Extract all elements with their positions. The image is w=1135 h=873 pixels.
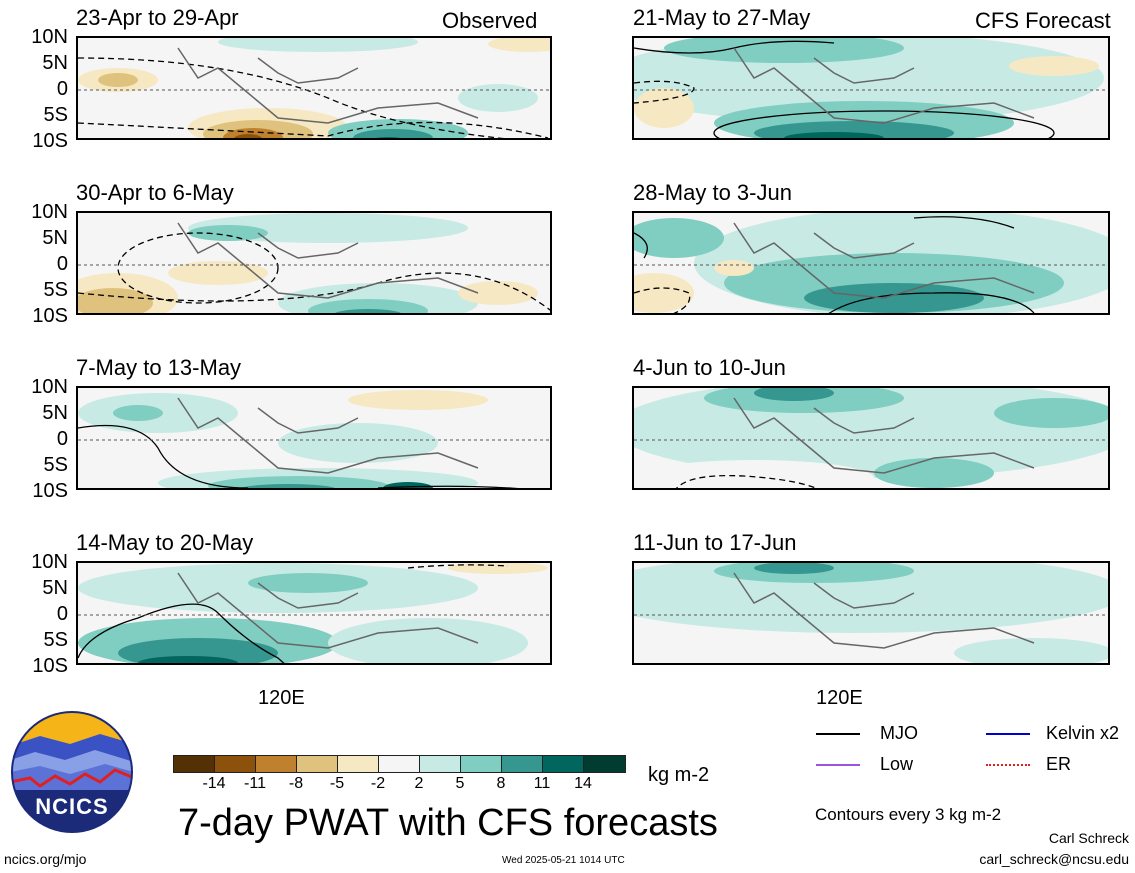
lat-label: 5S	[43, 279, 68, 301]
legend-line-er	[986, 764, 1030, 766]
map-canvas	[78, 388, 550, 488]
lon-label-left: 120E	[258, 687, 305, 709]
panel-title-left-4: 14-May to 20-May	[76, 530, 254, 555]
figure-title: 7-day PWAT with CFS forecasts	[178, 802, 718, 844]
legend-line-kelvin	[986, 733, 1030, 735]
lat-label: 10N	[31, 26, 68, 48]
map-panel-right-2	[632, 211, 1110, 315]
colorbar-swatch	[542, 755, 584, 773]
colorbar-label: -11	[244, 775, 266, 792]
panel-tag-cfs-forecast: CFS Forecast	[975, 8, 1111, 33]
colorbar-label: 8	[496, 775, 506, 792]
lat-label: 5S	[43, 629, 68, 651]
panel-title-left-1: 23-Apr to 29-Apr	[76, 5, 239, 30]
panel-title-right-4: 11-Jun to 17-Jun	[633, 530, 797, 555]
site-link[interactable]: ncics.org/mjo	[4, 851, 87, 867]
panel-tag-observed: Observed	[442, 8, 538, 33]
lat-label: 10N	[31, 376, 68, 398]
colorbar-label: 5	[455, 775, 465, 792]
colorbar-label: 11	[533, 775, 551, 792]
timestamp: Wed 2025-05-21 1014 UTC	[502, 855, 625, 866]
map-panel-right-3	[632, 386, 1110, 490]
colorbar-swatch	[378, 755, 420, 773]
contour-note: Contours every 3 kg m-2	[815, 805, 1002, 824]
colorbar-swatch	[460, 755, 502, 773]
lat-label: 10S	[32, 480, 68, 502]
map-canvas	[634, 563, 1108, 663]
map-panel-left-3	[76, 386, 552, 490]
panel-title-right-3: 4-Jun to 10-Jun	[633, 355, 786, 380]
colorbar-label: -8	[288, 775, 304, 792]
map-panel-left-2	[76, 211, 552, 315]
map-canvas	[78, 563, 550, 663]
legend-label-low: Low	[880, 754, 914, 774]
legend-label-er: ER	[1046, 754, 1072, 774]
map-panel-left-1	[76, 36, 552, 140]
legend-line-mjo	[816, 733, 860, 735]
colorbar-swatch	[214, 755, 256, 773]
author-email: carl_schreck@ncsu.edu	[979, 851, 1129, 867]
colorbar-swatch	[296, 755, 338, 773]
map-canvas	[634, 388, 1108, 488]
lat-label: 0	[56, 428, 68, 450]
panel-title-left-2: 30-Apr to 6-May	[76, 180, 234, 205]
map-panel-right-4	[632, 561, 1110, 665]
map-canvas	[634, 38, 1108, 138]
author-name: Carl Schreck	[1048, 830, 1129, 846]
colorbar-label: -5	[329, 775, 345, 792]
panel-title-right-1: 21-May to 27-May	[633, 5, 811, 30]
lat-label: 0	[56, 78, 68, 100]
legend-label-mjo: MJO	[880, 723, 918, 743]
map-canvas	[634, 213, 1108, 313]
map-panel-right-1	[632, 36, 1110, 140]
colorbar-swatch	[337, 755, 379, 773]
map-panel-left-4	[76, 561, 552, 665]
legend-label-kelvin: Kelvin x2	[1046, 723, 1120, 743]
lat-label: 5N	[42, 52, 68, 74]
lat-label: 10N	[31, 551, 68, 573]
lon-label-right: 120E	[816, 687, 863, 709]
lat-label: 10S	[32, 655, 68, 677]
lat-label: 5S	[43, 104, 68, 126]
legend-line-low	[816, 764, 860, 766]
lat-label: 5N	[42, 227, 68, 249]
lat-label: 5N	[42, 577, 68, 599]
lat-label: 10S	[32, 130, 68, 152]
colorbar-swatch	[501, 755, 543, 773]
colorbar-units: kg m-2	[648, 764, 710, 786]
map-canvas	[78, 213, 550, 313]
lat-label: 10N	[31, 201, 68, 223]
logo-text: NCICS	[35, 794, 109, 819]
colorbar-label: -2	[370, 775, 386, 792]
ncics-logo: NCICS	[10, 710, 134, 834]
lat-label: 0	[56, 603, 68, 625]
colorbar-swatch	[583, 755, 626, 773]
panel-title-left-3: 7-May to 13-May	[76, 355, 242, 380]
lat-label: 10S	[32, 305, 68, 327]
colorbar-swatch	[255, 755, 297, 773]
lat-label: 5N	[42, 402, 68, 424]
colorbar-swatch	[419, 755, 461, 773]
colorbar-label: -14	[202, 775, 226, 792]
colorbar-label: 2	[414, 775, 424, 792]
lat-label: 5S	[43, 454, 68, 476]
map-canvas	[78, 38, 550, 138]
lat-label: 0	[56, 253, 68, 275]
panel-title-right-2: 28-May to 3-Jun	[633, 180, 792, 205]
colorbar-swatch	[173, 755, 215, 773]
colorbar-label: 14	[574, 775, 592, 792]
